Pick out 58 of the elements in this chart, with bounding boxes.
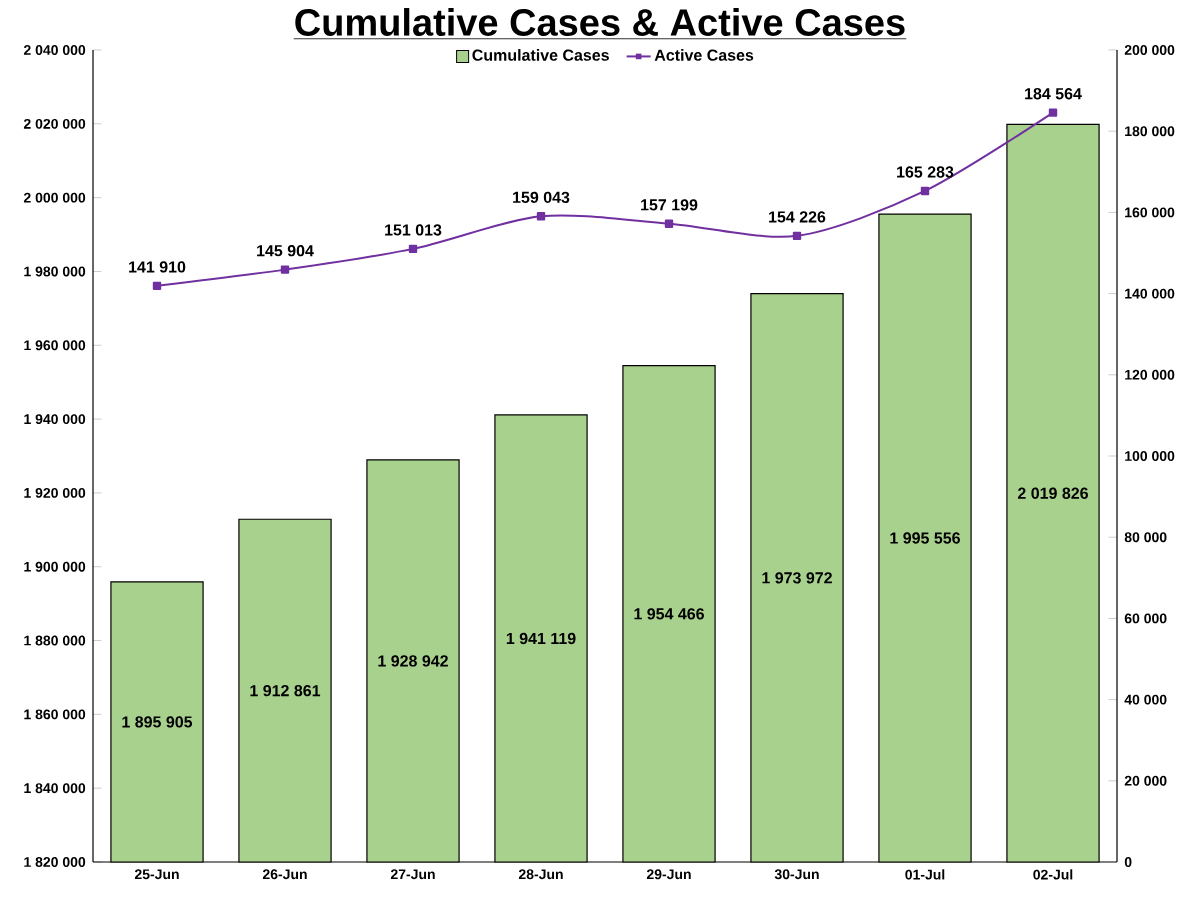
data-label: 151 013 xyxy=(385,224,442,236)
data-label: 1 895 905 xyxy=(122,716,193,728)
data-label: 1 941 119 xyxy=(506,632,576,645)
y-tick-label: 1 820 000 xyxy=(24,857,86,867)
data-label: 157 199 xyxy=(641,199,698,211)
y-tick-label: 1 920 000 xyxy=(24,487,86,498)
y2-tick-label: 120 000 xyxy=(1125,369,1175,380)
data-label: 1 954 466 xyxy=(634,608,704,620)
point xyxy=(792,231,802,241)
y-tick-label: 2 040 000 xyxy=(23,45,86,55)
data-label: 1 973 972 xyxy=(762,572,832,584)
y2-tick-label: 100 000 xyxy=(1125,451,1175,461)
y2-tick-label: 40 000 xyxy=(1124,694,1167,705)
data-label: 154 226 xyxy=(769,211,826,223)
point xyxy=(664,219,674,228)
y2-tick-label: 80 000 xyxy=(1124,532,1167,543)
y2-tick-label: 0 xyxy=(1124,857,1132,867)
y2-tick-label: 140 000 xyxy=(1125,288,1175,299)
x-tick-label: 28-Jun xyxy=(518,869,563,880)
x-tick-label: 25-Jun xyxy=(134,869,179,880)
data-label: 165 283 xyxy=(897,166,954,178)
y-tick-label: 1 900 000 xyxy=(24,561,86,572)
y-tick-label: 2 020 000 xyxy=(23,118,86,129)
data-label: 145 904 xyxy=(257,245,314,257)
data-label: 1 995 556 xyxy=(890,532,960,544)
x-tick-label: 26-Jun xyxy=(262,869,307,880)
y-tick-label: 1 980 000 xyxy=(24,266,86,277)
y-tick-label: 1 880 000 xyxy=(24,635,86,646)
point xyxy=(920,186,930,196)
legend-label: Active Cases xyxy=(654,49,754,61)
data-label: 1 912 861 xyxy=(250,684,321,697)
y-tick-label: 2 000 000 xyxy=(23,192,86,203)
data-label: 159 043 xyxy=(513,191,570,204)
y2-tick-label: 20 000 xyxy=(1124,775,1167,786)
data-label: 141 910 xyxy=(129,261,186,273)
point xyxy=(408,244,418,254)
y-tick-label: 1 960 000 xyxy=(24,340,86,351)
point xyxy=(1048,108,1058,117)
chart-title: Cumulative Cases & Active Cases xyxy=(295,8,905,36)
y-tick-label: 1 840 000 xyxy=(24,783,86,794)
legend-label: Cumulative Cases xyxy=(472,49,609,61)
x-tick-label: 01-Jul xyxy=(905,869,945,880)
y2-tick-label: 180 000 xyxy=(1125,126,1175,137)
point xyxy=(280,265,290,274)
data-label: 184 564 xyxy=(1025,88,1082,100)
y2-tick-label: 60 000 xyxy=(1124,613,1167,624)
data-label: 2 019 826 xyxy=(1017,487,1088,499)
x-tick-label: 29-Jun xyxy=(646,869,691,880)
point xyxy=(152,281,162,291)
x-tick-label: 27-Jun xyxy=(390,869,435,880)
y-tick-label: 1 860 000 xyxy=(24,709,86,720)
x-tick-label: 02-Jul xyxy=(1033,869,1073,880)
data-label: 1 928 942 xyxy=(378,655,448,667)
point xyxy=(536,212,546,221)
x-tick-label: 30-Jun xyxy=(774,869,819,880)
y2-tick-label: 160 000 xyxy=(1125,207,1175,218)
y-tick-label: 1 940 000 xyxy=(24,414,86,425)
y2-tick-label: 200 000 xyxy=(1124,45,1175,55)
